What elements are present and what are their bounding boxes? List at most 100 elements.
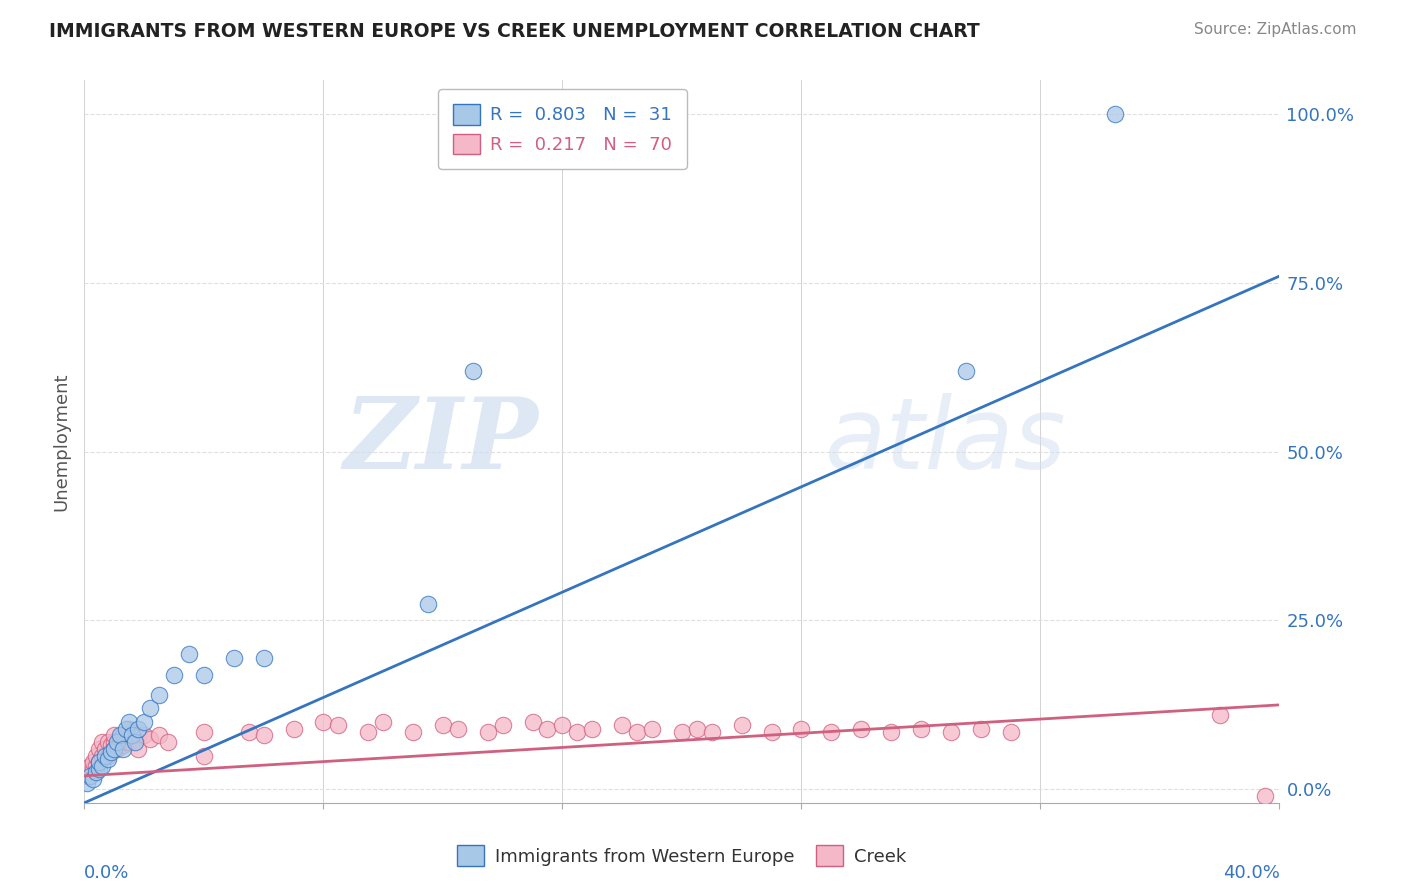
- Point: [112, 739, 135, 753]
- Point: [790, 722, 813, 736]
- Point: [193, 667, 215, 681]
- Point: [89, 762, 111, 776]
- Point: [253, 650, 276, 665]
- Point: [110, 731, 132, 746]
- Point: [100, 739, 122, 753]
- Point: [851, 722, 873, 736]
- Point: [82, 772, 104, 787]
- Point: [536, 722, 558, 736]
- Point: [970, 722, 993, 736]
- Point: [328, 718, 350, 732]
- Point: [115, 735, 138, 749]
- Point: [127, 728, 149, 742]
- Point: [127, 722, 149, 736]
- Point: [193, 725, 215, 739]
- Point: [402, 725, 425, 739]
- Point: [79, 758, 101, 772]
- Point: [253, 728, 276, 742]
- Point: [910, 722, 932, 736]
- Point: [115, 722, 138, 736]
- Point: [86, 765, 108, 780]
- Point: [132, 728, 156, 742]
- Point: [124, 735, 146, 749]
- Point: [89, 741, 111, 756]
- Point: [447, 722, 470, 736]
- Point: [118, 722, 141, 736]
- Point: [761, 725, 783, 739]
- Point: [91, 758, 114, 772]
- Point: [97, 752, 120, 766]
- Point: [76, 762, 98, 776]
- Point: [132, 714, 156, 729]
- Point: [89, 756, 111, 770]
- Point: [477, 725, 499, 739]
- Point: [567, 725, 589, 739]
- Point: [373, 714, 395, 729]
- Point: [177, 647, 200, 661]
- Point: [112, 728, 135, 742]
- Point: [121, 725, 143, 739]
- Point: [148, 688, 170, 702]
- Text: 40.0%: 40.0%: [1223, 864, 1279, 882]
- Point: [103, 741, 125, 756]
- Point: [97, 748, 120, 763]
- Text: ZIP: ZIP: [343, 393, 538, 490]
- Point: [1104, 107, 1126, 121]
- Point: [76, 769, 98, 783]
- Point: [880, 725, 903, 739]
- Point: [124, 731, 146, 746]
- Point: [103, 735, 125, 749]
- Point: [700, 725, 723, 739]
- Point: [148, 728, 170, 742]
- Point: [97, 735, 120, 749]
- Point: [79, 769, 101, 783]
- Point: [118, 714, 141, 729]
- Text: Source: ZipAtlas.com: Source: ZipAtlas.com: [1194, 22, 1357, 37]
- Point: [82, 762, 104, 776]
- Point: [1000, 725, 1022, 739]
- Point: [1253, 789, 1275, 803]
- Point: [89, 756, 111, 770]
- Point: [91, 748, 114, 763]
- Point: [432, 718, 454, 732]
- Point: [105, 741, 128, 756]
- Point: [955, 364, 977, 378]
- Point: [86, 758, 108, 772]
- Point: [79, 765, 101, 780]
- Point: [283, 722, 305, 736]
- Point: [91, 735, 114, 749]
- Point: [139, 701, 162, 715]
- Point: [86, 748, 108, 763]
- Point: [94, 741, 117, 756]
- Point: [76, 775, 98, 789]
- Text: IMMIGRANTS FROM WESTERN EUROPE VS CREEK UNEMPLOYMENT CORRELATION CHART: IMMIGRANTS FROM WESTERN EUROPE VS CREEK …: [49, 22, 980, 41]
- Point: [641, 722, 664, 736]
- Point: [357, 725, 380, 739]
- Legend: Immigrants from Western Europe, Creek: Immigrants from Western Europe, Creek: [450, 838, 914, 873]
- Text: atlas: atlas: [825, 393, 1067, 490]
- Point: [461, 364, 484, 378]
- Point: [222, 650, 245, 665]
- Point: [112, 741, 135, 756]
- Point: [94, 748, 117, 763]
- Point: [110, 728, 132, 742]
- Point: [193, 748, 215, 763]
- Point: [100, 745, 122, 759]
- Point: [731, 718, 754, 732]
- Point: [103, 728, 125, 742]
- Point: [820, 725, 842, 739]
- Point: [238, 725, 260, 739]
- Point: [312, 714, 335, 729]
- Text: 0.0%: 0.0%: [84, 864, 129, 882]
- Point: [522, 714, 544, 729]
- Point: [82, 756, 104, 770]
- Point: [139, 731, 162, 746]
- Point: [118, 735, 141, 749]
- Point: [416, 597, 439, 611]
- Point: [612, 718, 634, 732]
- Point: [581, 722, 603, 736]
- Point: [939, 725, 962, 739]
- Point: [163, 667, 186, 681]
- Point: [127, 741, 149, 756]
- Y-axis label: Unemployment: Unemployment: [52, 372, 70, 511]
